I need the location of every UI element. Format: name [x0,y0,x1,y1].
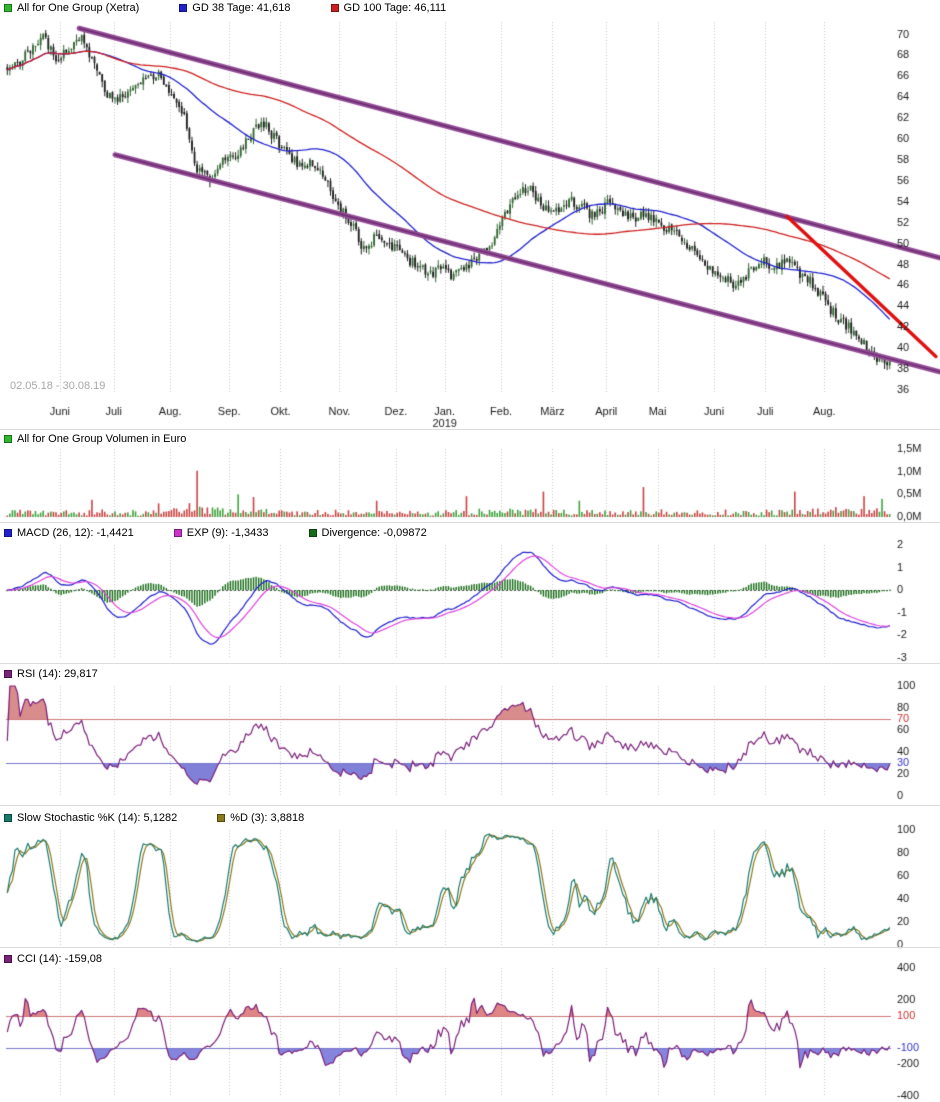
legend-item-cci: CCI (14): -159,08 [4,953,102,965]
gd38-label: GD 38 Tage: 41,618 [192,1,291,14]
gd38-color-swatch [179,3,188,12]
gd100-color-swatch [330,3,339,12]
stoch-d-color-swatch [217,813,226,822]
price-legend: All for One Group (Xetra) GD 38 Tage: 41… [4,1,446,14]
stoch-k-color-swatch [4,813,12,822]
macd-color-swatch [4,528,12,537]
panel-divider [0,947,940,948]
stoch-k-label: Slow Stochastic %K (14): 5,1282 [17,811,178,824]
cci-color-swatch [4,954,12,963]
date-range-label: 02.05.18 - 30.08.19 [10,380,106,392]
macd-label: MACD (26, 12): -1,4421 [17,526,134,539]
cci-label: CCI (14): -159,08 [17,952,102,965]
rsi-color-swatch [4,669,12,678]
macd-exp-label: EXP (9): -1,3433 [186,526,269,539]
panel-divider [0,805,940,806]
legend-item-instrument: All for One Group (Xetra) [4,2,139,14]
instrument-color-swatch [4,3,12,12]
legend-item-macd: MACD (26, 12): -1,4421 [4,527,134,539]
rsi-legend: RSI (14): 29,817 [4,667,98,680]
macd-exp-color-swatch [173,528,182,537]
legend-item-macd-exp: EXP (9): -1,3433 [173,526,269,539]
panel-divider [0,429,940,430]
instrument-label: All for One Group (Xetra) [17,1,140,14]
volume-color-swatch [4,434,12,443]
rsi-label: RSI (14): 29,817 [17,667,98,680]
panel-divider [0,663,940,664]
legend-item-rsi: RSI (14): 29,817 [4,668,98,680]
volume-legend: All for One Group Volumen in Euro [4,432,186,445]
volume-label: All for One Group Volumen in Euro [17,432,187,445]
legend-item-macd-divergence: Divergence: -0,09872 [308,526,427,539]
legend-item-gd100: GD 100 Tage: 46,111 [330,1,447,14]
legend-item-volume: All for One Group Volumen in Euro [4,433,186,445]
stoch-d-label: %D (3): 3,8818 [230,811,305,824]
gd100-label: GD 100 Tage: 46,111 [343,1,447,14]
legend-item-gd38: GD 38 Tage: 41,618 [179,1,291,14]
macd-divergence-color-swatch [308,528,317,537]
macd-legend: MACD (26, 12): -1,4421 EXP (9): -1,3433 … [4,526,427,539]
legend-item-stoch-k: Slow Stochastic %K (14): 5,1282 [4,812,177,824]
cci-legend: CCI (14): -159,08 [4,952,102,965]
legend-item-stoch-d: %D (3): 3,8818 [217,812,304,824]
macd-divergence-label: Divergence: -0,09872 [321,526,427,539]
stochastic-legend: Slow Stochastic %K (14): 5,1282 %D (3): … [4,811,304,824]
panel-divider [0,522,940,523]
